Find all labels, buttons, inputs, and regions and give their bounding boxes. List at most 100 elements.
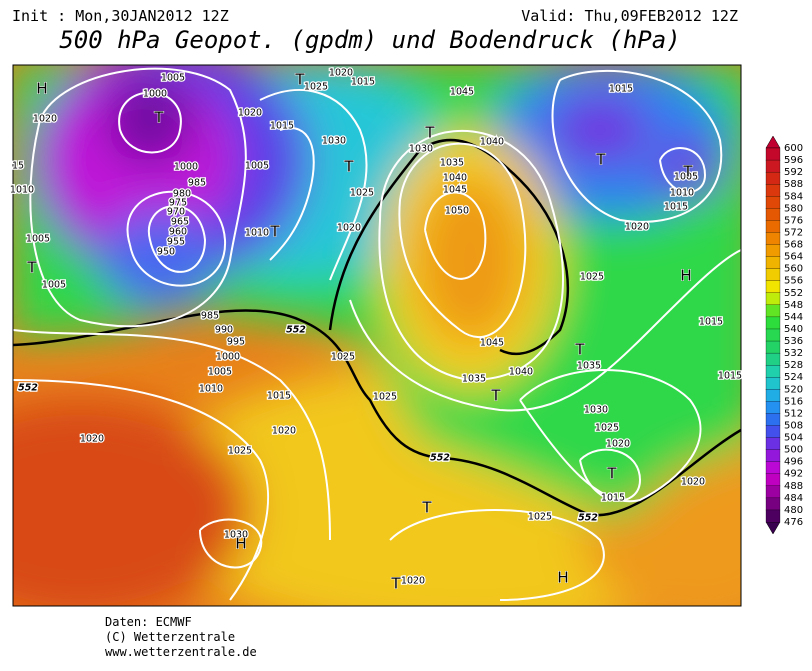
- colorbar-segment: [765, 365, 781, 378]
- colorbar-segment: [765, 159, 781, 173]
- isobar-label: 990: [215, 325, 233, 336]
- colorbar-label: 488: [784, 481, 803, 492]
- colorbar-segment: [765, 413, 781, 426]
- isobar-label: 1020: [681, 477, 705, 488]
- isobar-label: 1005: [245, 161, 269, 172]
- colorbar-label: 596: [784, 155, 803, 166]
- contour-552-label: 552: [18, 383, 38, 394]
- isobar-label: 1020: [80, 434, 104, 445]
- colorbar-segment: [765, 425, 781, 438]
- isobar-label: 1005: [674, 172, 698, 183]
- footer-copyright: (C) Wetterzentrale: [105, 630, 235, 644]
- colorbar-segment: [765, 485, 781, 499]
- colorbar-segment: [765, 171, 781, 185]
- colorbar-segment: [765, 268, 781, 282]
- colorbar-segment: [765, 377, 781, 390]
- valid-time: Valid: Thu,09FEB2012 12Z: [521, 7, 738, 25]
- init-time: Init : Mon,30JAN2012 12Z: [12, 7, 229, 25]
- isobar-label: 1045: [450, 87, 474, 98]
- colorbar-label: 548: [784, 300, 803, 311]
- isobar-label: 1015: [609, 84, 633, 95]
- isobar-label: 1020: [272, 426, 296, 437]
- pressure-center: H: [235, 535, 246, 553]
- colorbar-label: 496: [784, 457, 803, 468]
- isobar-label: 1030: [322, 136, 346, 147]
- colorbar-label: 540: [784, 324, 803, 335]
- isobar-label: 1010: [670, 188, 694, 199]
- contour-552-label: 552: [286, 325, 306, 336]
- pressure-center: H: [557, 569, 568, 587]
- colorbar-label: 520: [784, 384, 803, 395]
- colorbar-segment: [765, 304, 781, 318]
- isobar-label: 1020: [238, 108, 262, 119]
- isobar-label: 975: [169, 198, 187, 209]
- isobar-label: 1025: [580, 272, 604, 283]
- isobar-label: 1015: [270, 121, 294, 132]
- pressure-center: T: [269, 223, 280, 241]
- colorbar-label: 592: [784, 167, 803, 178]
- colorbar-label: 528: [784, 360, 803, 371]
- colorbar-label: 508: [784, 420, 803, 431]
- isobar-label: 1025: [373, 392, 397, 403]
- pressure-center: T: [490, 387, 501, 405]
- colorbar-segment: [765, 244, 781, 258]
- colorbar-label: 572: [784, 227, 803, 238]
- colorbar-segment: [765, 256, 781, 270]
- colorbar-label: 560: [784, 264, 803, 275]
- isobar-label: 1025: [350, 188, 374, 199]
- colorbar-label: 556: [784, 276, 803, 287]
- isobar-label: 1045: [480, 338, 504, 349]
- colorbar-label: 552: [784, 288, 803, 299]
- isobar-label: 1040: [480, 137, 504, 148]
- isobar-label: 1050: [445, 206, 469, 217]
- colorbar-segment: [765, 497, 781, 511]
- colorbar-segment: [765, 196, 781, 209]
- colorbar-segment: [765, 232, 781, 245]
- isobar-label: 1010: [199, 384, 223, 395]
- colorbar-label: 600: [784, 143, 803, 154]
- isobar-label: 1005: [208, 367, 232, 378]
- colorbar-label: 480: [784, 505, 803, 516]
- colorbar-label: 524: [784, 372, 803, 383]
- isobar-label: 1010: [245, 228, 269, 239]
- isobar-label: 1015: [699, 317, 723, 328]
- colorbar-segment: [765, 449, 781, 463]
- pressure-center: T: [26, 259, 37, 277]
- map-title: 500 hPa Geopot. (gpdm) und Bodendruck (h…: [59, 26, 680, 54]
- isobar-label: 1000: [174, 162, 198, 173]
- colorbar-segment: [765, 473, 781, 487]
- colorbar-label: 536: [784, 336, 803, 347]
- isobar-label: 1015: [664, 202, 688, 213]
- isobar-label: 1005: [161, 73, 185, 84]
- pressure-center: H: [36, 80, 47, 98]
- colorbar-label: 576: [784, 215, 803, 226]
- contour-552-label: 552: [578, 513, 598, 524]
- colorbar-label: 492: [784, 469, 803, 480]
- colorbar-segment: [765, 292, 781, 306]
- isobar-label: 970: [167, 207, 185, 218]
- colorbar-label: 516: [784, 396, 803, 407]
- isobar-label: 1040: [443, 173, 467, 184]
- isobar-label: 1030: [409, 144, 433, 155]
- isobar-label: 1015: [718, 371, 742, 382]
- colorbar-label: 532: [784, 348, 803, 359]
- footer-source: Daten: ECMWF: [105, 615, 192, 629]
- colorbar-label: 512: [784, 408, 803, 419]
- isobar-label: 1020: [401, 576, 425, 587]
- isobar-label: 985: [201, 311, 219, 322]
- colorbar-label: 580: [784, 203, 803, 214]
- colorbar-label: 564: [784, 252, 803, 263]
- pressure-center: T: [294, 71, 305, 89]
- isobar-label: 1020: [337, 223, 361, 234]
- colorbar-label: 504: [784, 433, 803, 444]
- pressure-center: T: [343, 158, 354, 176]
- isobar-label: 1025: [595, 423, 619, 434]
- isobar-label: 980: [173, 189, 191, 200]
- colorbar-segment: [765, 208, 781, 221]
- isobar-label: 1035: [440, 158, 464, 169]
- isobar-label: 1030: [584, 405, 608, 416]
- pressure-center: T: [606, 465, 617, 483]
- pressure-center: T: [682, 163, 693, 181]
- isobar-label: 1020: [625, 222, 649, 233]
